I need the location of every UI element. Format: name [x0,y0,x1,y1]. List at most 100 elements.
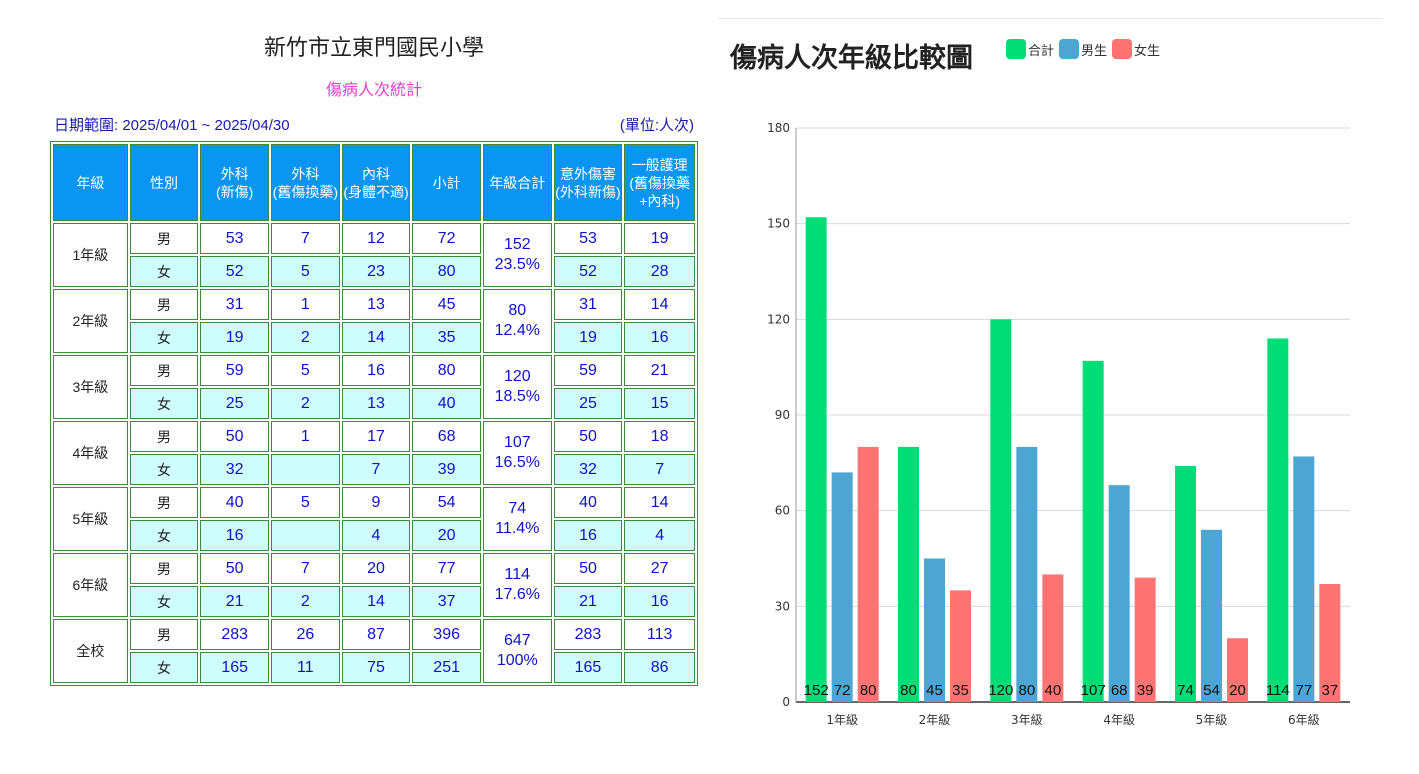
value-cell: 25 [200,388,270,419]
bar-value-label: 72 [834,682,851,699]
bar [1319,584,1341,702]
bar-value-label: 45 [926,682,943,699]
value-cell: 54 [412,487,481,518]
sex-cell: 男 [129,223,199,254]
column-header: 內科 (身體不適) [341,144,411,221]
bar-value-label: 80 [860,682,877,699]
value-cell: 12 [341,223,411,254]
value-cell: 283 [553,619,623,650]
value-cell: 75 [341,652,411,683]
value-cell: 50 [553,421,623,452]
value-cell: 77 [412,553,481,584]
legend-swatch [1059,39,1080,59]
legend-item[interactable]: 合計 [1006,39,1054,59]
table-row: 全校男 283 26 87 396 647 100% 283 113 [53,619,695,683]
legend-item[interactable]: 女生 [1112,39,1160,59]
bar [950,590,971,702]
value-cell: 15 [624,388,695,419]
x-tick-label: 5年級 [1196,713,1228,727]
value-cell: 80 [412,355,481,386]
sex-cell: 女 [129,388,199,419]
value-cell: 4 [341,520,411,551]
value-cell: 14 [341,322,411,353]
divider [718,18,1382,19]
value-cell: 31 [553,289,623,320]
column-header: 外科 (新傷) [200,144,270,221]
sex-cell: 男 [129,619,199,650]
bar [1108,485,1130,702]
grade-total-cell: 114 17.6% [482,553,552,617]
grade-total-cell: 74 11.4% [482,487,552,551]
sex-cell: 男 [129,553,199,584]
value-cell: 251 [412,652,481,683]
bar [805,217,827,703]
table-row: 4年級男 50 1 17 68 107 16.5% 50 18 [53,421,695,485]
legend-label: 合計 [1028,42,1055,58]
column-header: 性別 [129,144,199,221]
table-row: 3年級男 59 5 16 80 120 18.5% 59 21 [53,355,695,419]
y-tick-label: 180 [767,121,790,135]
bar-value-label: 74 [1177,682,1194,699]
bar [1293,456,1315,702]
unit-label: (單位:人次) [619,117,694,134]
legend-swatch [1006,39,1026,59]
school-name: 新竹市立東門國民小學 [263,35,484,60]
bar-value-label: 54 [1203,682,1220,699]
value-cell: 2 [271,322,340,353]
value-cell: 53 [200,223,270,254]
bar [1134,577,1156,702]
date-range: 日期範圍: 2025/04/01 ~ 2025/04/30 [54,117,290,134]
value-cell: 16 [200,520,270,551]
grade-cell: 全校 [53,619,128,683]
grade-cell: 4年級 [53,421,128,485]
value-cell: 68 [412,421,481,452]
bar [898,446,919,702]
value-cell: 14 [341,586,411,617]
sex-cell: 女 [129,520,199,551]
sex-cell: 女 [129,652,199,683]
table-row: 女 21 2 14 37 21 16 [53,586,695,617]
value-cell: 52 [553,256,623,287]
legend-label: 男生 [1081,42,1108,58]
value-cell: 72 [412,223,481,254]
value-cell: 16 [341,355,411,386]
bar [924,558,945,702]
value-cell: 5 [271,355,340,386]
value-cell: 13 [341,388,411,419]
sex-cell: 女 [129,256,199,287]
table-row: 女 16 4 20 16 4 [53,520,695,551]
value-cell: 19 [624,223,695,254]
value-cell: 14 [624,289,695,320]
value-cell: 4 [624,520,695,551]
bar [1227,638,1248,702]
value-cell: 28 [624,256,695,287]
value-cell: 396 [412,619,481,650]
grade-cell: 2年級 [53,289,128,353]
bar-value-label: 20 [1229,682,1246,699]
value-cell: 16 [624,586,695,617]
value-cell: 7 [624,454,695,485]
value-cell: 80 [412,256,481,287]
value-cell: 59 [553,355,623,386]
value-cell: 52 [200,256,270,287]
chart-title: 傷病人次年級比較圖 [730,43,973,73]
value-cell: 18 [624,421,695,452]
value-cell [271,454,340,485]
bar [831,472,853,702]
column-header: 年級 [53,144,128,221]
column-header: 年級合計 [482,144,552,221]
legend-item[interactable]: 男生 [1059,39,1107,59]
value-cell: 20 [412,520,481,551]
value-cell: 165 [553,652,623,683]
table-row: 6年級男 50 7 20 77 114 17.6% 50 27 [53,553,695,617]
value-cell: 7 [271,553,340,584]
value-cell: 40 [412,388,481,419]
grade-cell: 5年級 [53,487,128,551]
value-cell: 39 [412,454,481,485]
value-cell: 165 [200,652,270,683]
x-tick-label: 1年級 [826,713,858,727]
x-tick-label: 6年級 [1288,713,1320,727]
report-subtitle: 傷病人次統計 [325,82,422,99]
bar-value-label: 37 [1321,682,1338,699]
